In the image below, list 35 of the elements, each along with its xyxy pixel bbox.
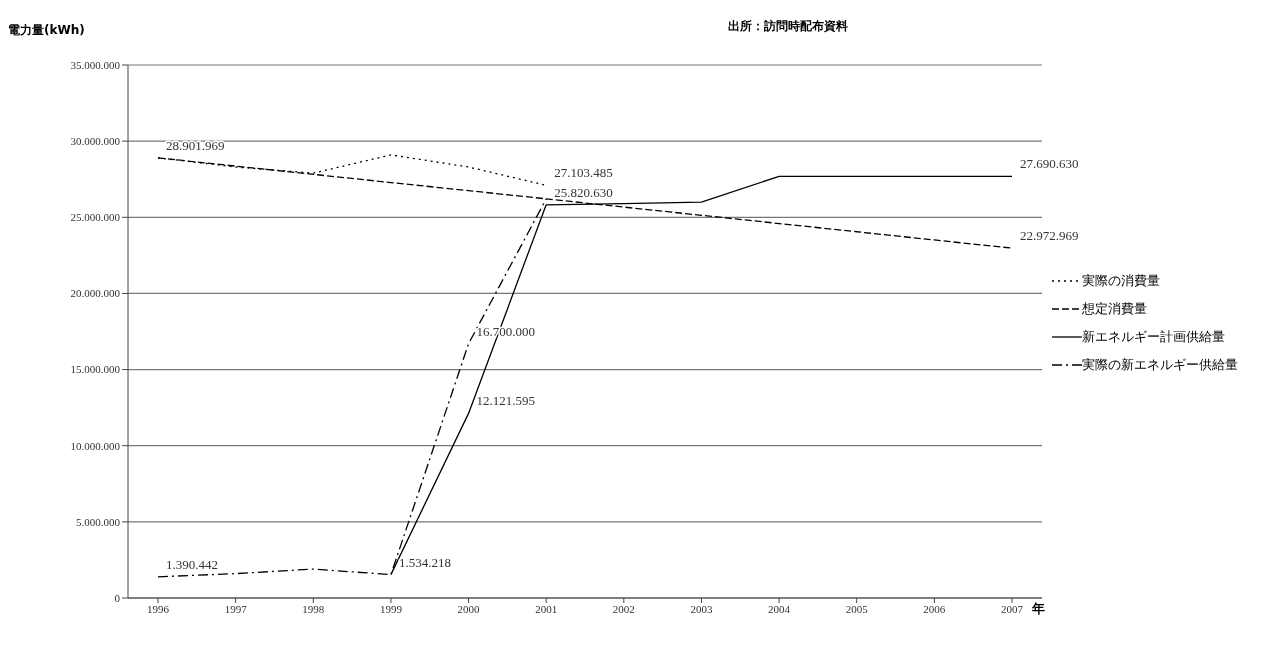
data-label: 22.972.969 bbox=[1020, 228, 1079, 244]
y-tick-label: 0 bbox=[114, 591, 121, 604]
legend-label: 実際の消費量 bbox=[1082, 272, 1160, 290]
x-tick-label: 1996 bbox=[147, 602, 170, 615]
y-tick-label: 35.000.000 bbox=[70, 58, 121, 71]
data-label: 1.534.218 bbox=[398, 554, 451, 570]
x-tick-label: 2000 bbox=[457, 602, 481, 615]
y-tick-label: 5.000.000 bbox=[76, 515, 121, 528]
data-label: 25.820.630 bbox=[554, 184, 613, 200]
y-axis-title: 電力量(kWh) bbox=[8, 22, 85, 39]
data-label: 12.121.595 bbox=[476, 393, 536, 409]
x-tick-label: 1999 bbox=[379, 602, 403, 615]
data-label: 27.690.630 bbox=[1020, 156, 1079, 172]
data-label: 27.103.485 bbox=[554, 165, 613, 181]
x-tick-label: 1997 bbox=[224, 602, 248, 615]
y-tick-label: 10.000.000 bbox=[70, 439, 121, 452]
x-tick-label: 2001 bbox=[535, 602, 558, 615]
x-tick-label: 2004 bbox=[768, 602, 791, 615]
text: 出所：訪問時配布資料 bbox=[728, 18, 848, 35]
x-tick-label: 2006 bbox=[923, 602, 946, 615]
data-label: 28.901.969 bbox=[166, 137, 225, 153]
x-tick-label: 2005 bbox=[845, 602, 869, 615]
y-tick-label: 15.000.000 bbox=[70, 363, 121, 376]
x-tick-label: 2007 bbox=[1001, 602, 1024, 615]
y-tick-label: 25.000.000 bbox=[70, 211, 121, 224]
legend-label: 実際の新エネルギー供給量 bbox=[1082, 356, 1238, 374]
legend-label: 新エネルギー計画供給量 bbox=[1082, 328, 1225, 346]
data-label: 1.390.442 bbox=[166, 556, 218, 572]
y-tick-label: 20.000.000 bbox=[70, 287, 121, 300]
y-tick-label: 30.000.000 bbox=[70, 135, 121, 148]
x-tick-label: 2002 bbox=[612, 602, 635, 615]
x-axis-title: 年 bbox=[1032, 600, 1045, 618]
x-tick-label: 1998 bbox=[302, 602, 325, 615]
x-tick-label: 2003 bbox=[690, 602, 713, 615]
legend-label: 想定消費量 bbox=[1082, 300, 1147, 318]
